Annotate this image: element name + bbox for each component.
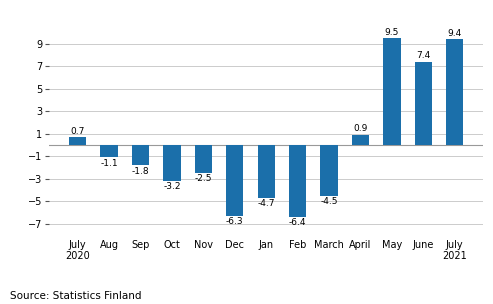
Bar bbox=[446, 39, 463, 145]
Bar bbox=[352, 135, 369, 145]
Text: -1.1: -1.1 bbox=[100, 159, 118, 168]
Bar bbox=[132, 145, 149, 165]
Bar bbox=[226, 145, 244, 216]
Bar bbox=[415, 62, 432, 145]
Bar bbox=[320, 145, 338, 195]
Text: 9.5: 9.5 bbox=[385, 28, 399, 37]
Bar bbox=[383, 38, 401, 145]
Text: 0.9: 0.9 bbox=[353, 124, 368, 133]
Bar bbox=[257, 145, 275, 198]
Text: 7.4: 7.4 bbox=[416, 51, 430, 60]
Text: -4.7: -4.7 bbox=[257, 199, 275, 208]
Bar bbox=[289, 145, 306, 217]
Bar bbox=[195, 145, 212, 173]
Bar bbox=[69, 137, 86, 145]
Text: -4.5: -4.5 bbox=[320, 197, 338, 206]
Text: -6.3: -6.3 bbox=[226, 217, 244, 226]
Text: 0.7: 0.7 bbox=[70, 127, 85, 136]
Text: -6.4: -6.4 bbox=[289, 218, 306, 227]
Text: -3.2: -3.2 bbox=[163, 182, 181, 191]
Bar bbox=[101, 145, 118, 157]
Text: Source: Statistics Finland: Source: Statistics Finland bbox=[10, 291, 141, 301]
Text: -1.8: -1.8 bbox=[132, 167, 149, 175]
Text: 9.4: 9.4 bbox=[448, 29, 462, 38]
Bar bbox=[163, 145, 180, 181]
Text: -2.5: -2.5 bbox=[195, 174, 212, 183]
